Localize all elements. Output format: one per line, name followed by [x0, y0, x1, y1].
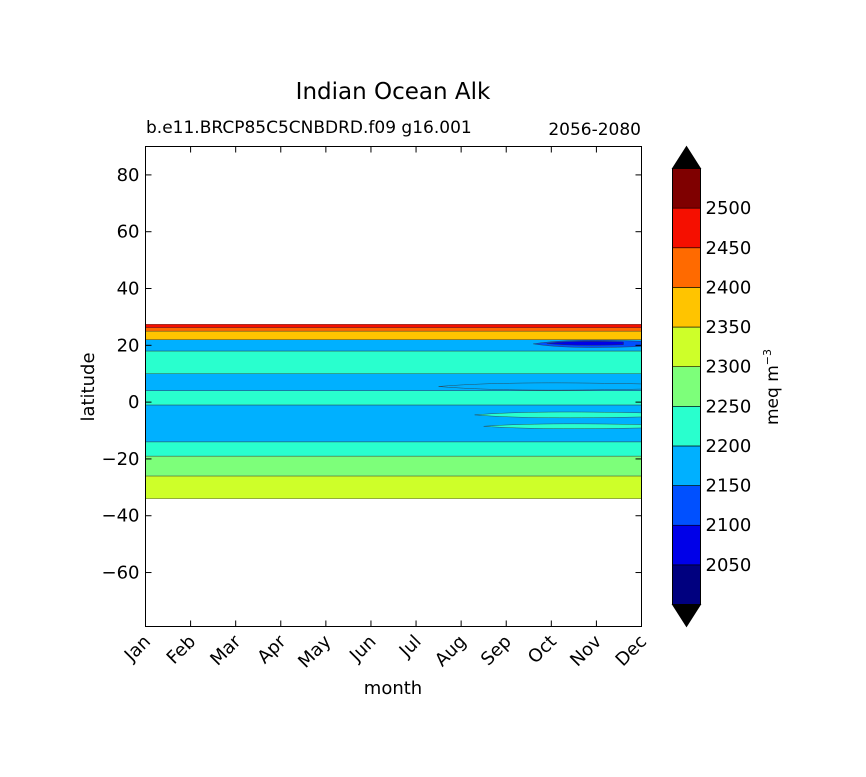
y-tick-label: 20: [117, 335, 140, 356]
x-axis-label: month: [364, 678, 422, 699]
colorbar-extend-bottom: [671, 604, 702, 628]
x-tick-label: Jan: [120, 631, 155, 666]
colorbar-segment: [672, 247, 701, 288]
colorbar-segment: [672, 287, 701, 328]
colorbar-tick-label: 2350: [706, 317, 752, 338]
colorbar-tick-label: 2400: [706, 277, 752, 298]
chart-subtitle-left: b.e11.BRCP85C5CNBDRD.f09 g16.001: [146, 118, 472, 138]
feature-1: [546, 341, 624, 346]
x-tick-label: Jun: [345, 631, 380, 666]
y-tick-label: 0: [128, 392, 139, 413]
chart-subtitle-right: 2056-2080: [548, 120, 641, 140]
colorbar-segment: [672, 366, 701, 407]
band-8: [145, 330, 642, 340]
band-1: [145, 455, 642, 477]
x-tick-label: Oct: [524, 631, 561, 668]
colorbar-frame: [672, 168, 701, 605]
band-3: [145, 404, 642, 443]
y-tick-label: 60: [117, 222, 140, 243]
colorbar-tick-label: 2200: [706, 436, 752, 457]
band-4: [145, 390, 642, 406]
band-10: [145, 324, 642, 328]
x-tick-label: Apr: [253, 631, 290, 668]
colorbar-segment: [672, 445, 701, 486]
colorbar-label-exponent: −3: [761, 349, 774, 365]
x-tick-label: Sep: [477, 631, 516, 670]
colorbar-label: meq m−3: [761, 349, 783, 425]
y-tick-label: 40: [117, 279, 140, 300]
y-tick-label: −40: [102, 506, 140, 527]
y-axis-label: latitude: [78, 352, 99, 421]
band-6: [145, 350, 642, 374]
plot-frame: [145, 146, 642, 627]
y-axis: 80 60 40 20 0 −20 −40 −60: [102, 165, 642, 584]
band-2: [145, 441, 642, 457]
colorbar-tick-label: 2450: [706, 238, 752, 259]
colorbar-tick-label: 2250: [706, 396, 752, 417]
colorbar-tick-label: 2050: [706, 555, 752, 576]
colorbar-extend-top: [671, 145, 702, 169]
y-tick-label: 80: [117, 165, 140, 186]
y-tick-label: −60: [102, 563, 140, 584]
chart-title: Indian Ocean Alk: [296, 79, 491, 105]
colorbar-tick-label: 2100: [706, 515, 752, 536]
colorbar-segment: [672, 564, 701, 605]
colorbar-segment: [672, 326, 701, 367]
colorbar-segment: [672, 485, 701, 526]
colorbar-tick-label: 2300: [706, 357, 752, 378]
x-tick-label: Feb: [163, 631, 200, 668]
colorbar-label-unit: meq m: [763, 365, 783, 425]
colorbar-tick-label: 2500: [706, 198, 752, 219]
x-tick-label: Mar: [206, 631, 245, 670]
y-tick-label: −20: [102, 449, 140, 470]
x-tick-label: Dec: [612, 631, 651, 670]
colorbar-segment: [672, 168, 701, 209]
band-9: [145, 327, 642, 332]
colorbar-segment: [672, 207, 701, 249]
band-0: [145, 475, 642, 499]
x-tick-label: May: [294, 631, 335, 672]
x-tick-label: Jul: [395, 631, 426, 662]
plot-fill: [145, 324, 642, 499]
colorbar-segment: [672, 406, 701, 447]
colorbar-segment: [672, 524, 701, 566]
colorbar: 2050 2100 2150 2200 2250 2300 2350 2400 2450 2500: [671, 145, 752, 628]
x-tick-label: Nov: [566, 631, 606, 671]
colorbar-tick-label: 2150: [706, 476, 752, 497]
x-tick-label: Aug: [431, 631, 471, 671]
